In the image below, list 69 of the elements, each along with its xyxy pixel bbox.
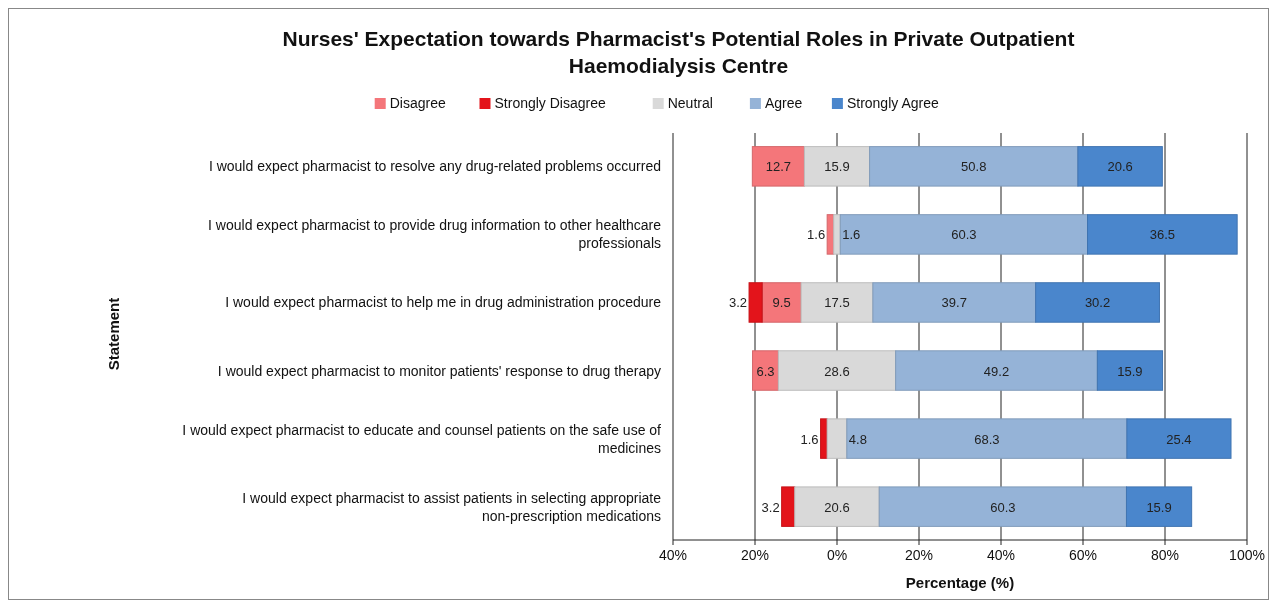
bar [1087, 214, 1238, 255]
x-tick-label: 40% [986, 547, 1016, 563]
legend-label: Disagree [389, 95, 446, 111]
bar [748, 282, 763, 323]
bar [869, 146, 1079, 187]
data-label: 9.5 [772, 295, 791, 311]
data-label: 30.2 [1084, 295, 1111, 311]
bar [803, 146, 871, 187]
data-label: 68.3 [974, 431, 1000, 447]
bar [878, 486, 1127, 527]
x-tick-label: 80% [1150, 547, 1180, 563]
y-tick-label: I would expect pharmacist to help me in drug administration procedure [225, 294, 662, 311]
data-label: 17.5 [824, 295, 850, 311]
bar [794, 486, 880, 527]
bar [1126, 418, 1232, 459]
data-label: 20.6 [824, 499, 850, 515]
data-label: 39.7 [941, 295, 967, 311]
y-tick-label: I would expect pharmacist to resolve any drug-related problems occurred [208, 158, 661, 175]
data-label: 60.3 [951, 227, 977, 243]
legend-label: Strongly Disagree [494, 95, 606, 111]
bar [800, 282, 874, 323]
data-label: 1.6 [842, 227, 861, 243]
bar [820, 418, 828, 459]
data-label: 49.2 [983, 363, 1010, 379]
bar [826, 418, 848, 459]
legend-label: Neutral [667, 95, 713, 111]
data-label: 25.4 [1166, 431, 1192, 447]
data-label: 1.6 [807, 227, 826, 243]
bar [1077, 146, 1163, 187]
y-tick-label: I would expect pharmacist to monitor patients' response to drug therapy [217, 362, 661, 379]
data-label: 36.5 [1149, 227, 1175, 243]
bar [1035, 282, 1160, 323]
data-label: 15.9 [1117, 363, 1143, 379]
bar [781, 486, 796, 527]
data-label: 3.2 [728, 295, 748, 311]
chart-title: Nurses' Expectation towards Pharmacist's Potential Roles in Private Outpatient Haemodialysis Centre [282, 27, 1075, 77]
bar [839, 214, 1089, 255]
bar [1125, 486, 1193, 527]
data-label: 3.2 [761, 499, 780, 515]
data-label: 4.8 [848, 431, 867, 447]
bar [751, 146, 805, 187]
data-label: 12.7 [765, 159, 792, 175]
data-label: 15.9 [824, 159, 850, 175]
y-tick-label: I would expect pharmacist to provide drug information to other healthcare professionals [208, 217, 662, 252]
x-tick-label: 0% [826, 547, 848, 563]
data-label: 28.6 [824, 363, 850, 379]
legend-label: Strongly Agree [846, 95, 939, 111]
legend-label: Agree [764, 95, 803, 111]
bar [895, 350, 1098, 391]
data-label: 60.3 [990, 499, 1016, 515]
x-tick-label: 60% [1068, 547, 1098, 563]
y-tick-label: I would expect pharmacist to educate and counsel patients on the safe use of medicines [182, 421, 662, 456]
x-axis-title: Percentage (%) [905, 574, 1015, 591]
y-axis-title: Statement [104, 297, 122, 371]
x-tick-label: 20% [740, 547, 770, 563]
bar [777, 350, 897, 391]
bar [833, 214, 841, 255]
bar [846, 418, 1128, 459]
data-label: 1.6 [800, 431, 819, 447]
data-label: 6.3 [756, 363, 775, 379]
x-tick-label: 40% [658, 547, 688, 563]
data-label: 15.9 [1146, 499, 1172, 515]
y-tick-label: I would expect pharmacist to assist patients in selecting appropriate non-prescription medications [242, 489, 662, 524]
x-tick-label: 100% [1229, 547, 1265, 563]
bar [1096, 350, 1164, 391]
bar [872, 282, 1037, 323]
x-tick-label: 20% [904, 547, 934, 563]
data-label: 20.6 [1107, 159, 1133, 175]
data-label: 50.8 [961, 159, 987, 175]
